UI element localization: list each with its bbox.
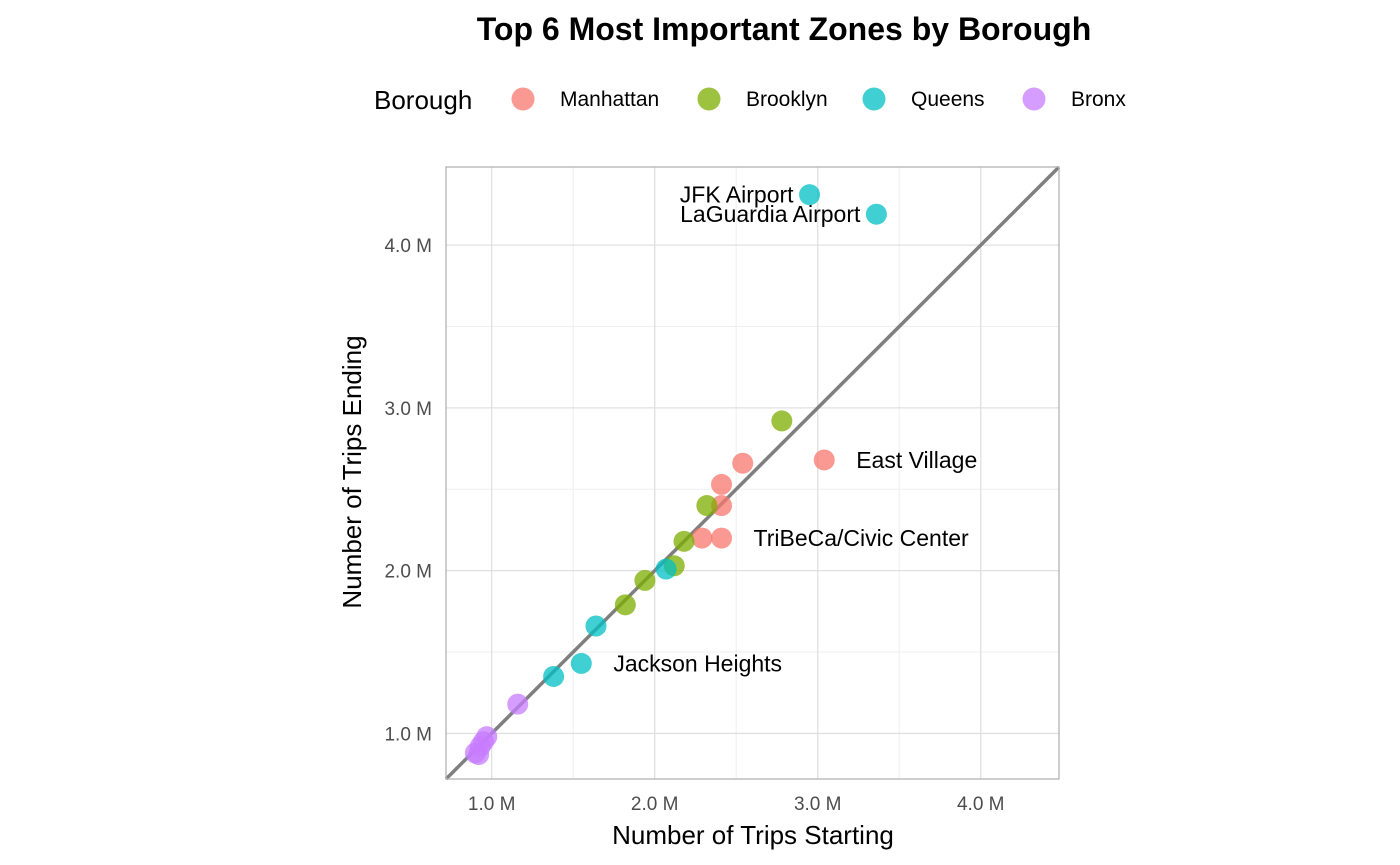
point-annotation: East Village bbox=[856, 447, 977, 473]
panel-border bbox=[445, 166, 1060, 780]
x-axis-title: Number of Trips Starting bbox=[612, 820, 894, 850]
y-tick-label: 2.0 M bbox=[384, 562, 432, 583]
legend-label-brooklyn: Brooklyn bbox=[746, 88, 828, 111]
data-point-queens bbox=[655, 558, 677, 580]
y-tick-label: 4.0 M bbox=[384, 236, 432, 257]
data-point-manhattan bbox=[691, 527, 713, 549]
major-gridlines bbox=[446, 167, 1059, 779]
data-point-manhattan bbox=[732, 452, 754, 474]
identity-reference-line bbox=[444, 165, 1061, 781]
x-tick-label: 3.0 M bbox=[794, 794, 842, 815]
data-point-queens bbox=[543, 665, 565, 687]
legend-title: Borough bbox=[374, 85, 472, 115]
x-tick-label: 4.0 M bbox=[957, 794, 1005, 815]
legend-label-queens: Queens bbox=[911, 88, 985, 111]
point-annotation: Jackson Heights bbox=[613, 650, 782, 676]
legend-key-bronx bbox=[1022, 87, 1046, 111]
data-point-queens bbox=[570, 652, 592, 674]
points-layer bbox=[464, 184, 887, 766]
legend-key-queens bbox=[862, 87, 886, 111]
legend-key-manhattan bbox=[511, 87, 535, 111]
data-point-bronx bbox=[507, 693, 529, 715]
y-tick-label: 3.0 M bbox=[384, 399, 432, 420]
y-axis-ticks: 1.0 M 2.0 M 3.0 M 4.0 M bbox=[384, 236, 432, 745]
data-point-bronx bbox=[472, 731, 494, 753]
data-point-manhattan bbox=[813, 449, 835, 471]
legend-label-bronx: Bronx bbox=[1071, 88, 1126, 111]
point-annotation: TriBeCa/Civic Center bbox=[754, 525, 969, 551]
data-point-manhattan bbox=[711, 495, 733, 517]
data-point-queens bbox=[865, 203, 887, 225]
data-point-brooklyn bbox=[614, 594, 636, 616]
chart-title: Top 6 Most Important Zones by Borough bbox=[477, 11, 1091, 47]
y-axis-title: Number of Trips Ending bbox=[337, 335, 367, 608]
x-tick-label: 2.0 M bbox=[631, 794, 679, 815]
legend: Borough Manhattan Brooklyn Queens Bronx bbox=[374, 85, 1126, 115]
data-point-manhattan bbox=[711, 473, 733, 495]
data-point-queens bbox=[585, 615, 607, 637]
data-point-brooklyn bbox=[673, 530, 695, 552]
x-tick-label: 1.0 M bbox=[468, 794, 516, 815]
minor-gridlines bbox=[446, 167, 1059, 779]
legend-label-manhattan: Manhattan bbox=[560, 88, 659, 111]
y-tick-label: 1.0 M bbox=[384, 724, 432, 745]
data-point-brooklyn bbox=[771, 410, 793, 432]
reference-line-layer bbox=[444, 165, 1061, 781]
data-point-queens bbox=[799, 184, 821, 206]
x-axis-ticks: 1.0 M 2.0 M 3.0 M 4.0 M bbox=[468, 794, 1005, 815]
data-point-brooklyn bbox=[634, 569, 656, 591]
data-point-brooklyn bbox=[696, 495, 718, 517]
point-annotation: LaGuardia Airport bbox=[680, 201, 861, 227]
data-point-manhattan bbox=[711, 527, 733, 549]
legend-key-brooklyn bbox=[697, 87, 721, 111]
point-annotation: JFK Airport bbox=[680, 182, 794, 208]
